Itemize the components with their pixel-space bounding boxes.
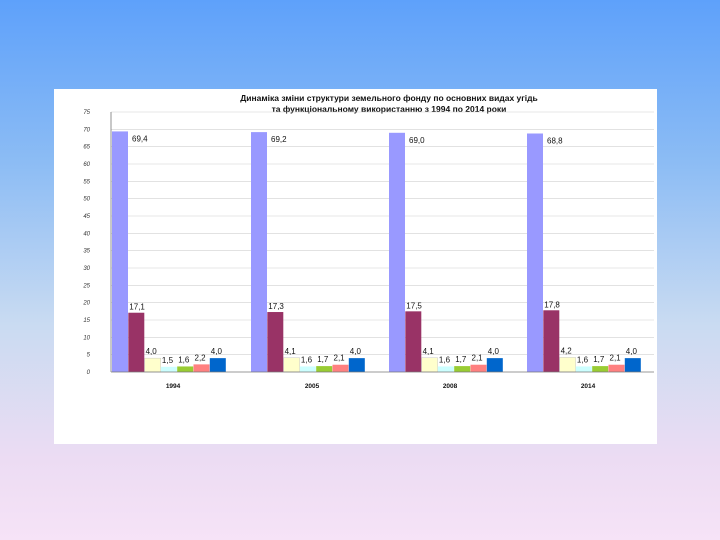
bar-series-4-1994	[160, 366, 177, 372]
chart-title-line-1: Динаміка зміни структури земельного фонд…	[240, 93, 538, 103]
data-label-series-7-2005: 4,0	[350, 347, 362, 356]
bars	[112, 131, 641, 373]
bar-series-7-2014	[624, 358, 641, 372]
y-tick-label: 45	[83, 214, 90, 220]
bar-series-2-2005	[267, 312, 284, 372]
bar-series-3-1994	[144, 357, 161, 373]
bar-chart: Динаміка зміни структури земельного фонд…	[82, 93, 654, 390]
y-tick-label: 15	[83, 318, 90, 324]
bar-series-2-2014	[543, 310, 560, 372]
chart-title-line-2: та функціональному використанню з 1994 п…	[272, 104, 507, 114]
bar-series-1-2014	[527, 133, 543, 372]
bar-series-1-1994	[112, 131, 128, 372]
y-tick-label: 40	[83, 231, 90, 237]
y-tick-label: 50	[83, 197, 90, 203]
bar-series-5-2005	[316, 366, 333, 372]
data-label-series-3-2005: 4,1	[285, 347, 297, 356]
x-category-label: 2005	[305, 383, 320, 390]
y-tick-label: 75	[83, 110, 90, 116]
x-category-label: 2008	[443, 383, 458, 390]
y-tick-label: 55	[83, 179, 90, 185]
data-label-series-5-2005: 1,7	[317, 355, 329, 364]
data-label-series-7-2008: 4,0	[488, 347, 500, 356]
data-label-series-4-2005: 1,6	[301, 355, 313, 364]
bar-series-7-2008	[486, 358, 503, 372]
data-label-series-2-2005: 17,3	[268, 302, 284, 311]
bar-series-4-2008	[437, 366, 454, 372]
bar-series-6-2005	[332, 364, 349, 372]
data-label-series-3-2014: 4,2	[561, 346, 573, 355]
bar-series-5-2008	[454, 366, 471, 372]
x-axis-labels: 1994 2005 2008 2014	[166, 383, 596, 390]
y-tick-label: 0	[87, 370, 91, 376]
y-tick-label: 10	[83, 335, 90, 341]
bar-series-7-2005	[348, 358, 365, 372]
y-tick-label: 65	[83, 145, 90, 151]
bar-series-5-1994	[177, 366, 194, 372]
x-category-label: 1994	[166, 383, 181, 390]
data-label-series-4-1994: 1,5	[162, 356, 174, 365]
chart-panel: Динаміка зміни структури земельного фонд…	[54, 89, 657, 444]
data-label-series-3-2008: 4,1	[423, 347, 435, 356]
y-tick-label: 70	[83, 127, 90, 133]
bar-series-4-2005	[299, 366, 316, 372]
bar-series-2-2008	[405, 311, 422, 372]
y-tick-label: 30	[83, 266, 90, 272]
y-axis-ticks: 0 5 10 15 20 25 30 35 40 45 50 55 60 65 70 75	[82, 110, 90, 376]
y-tick-label: 60	[83, 162, 90, 168]
bar-series-1-2005	[251, 132, 267, 372]
data-labels: 69,4 17,1 4,0 1,5 1,6 2,2 4,0 69,2 17,3 4,1 1,6 1,7…	[129, 134, 637, 364]
data-label-series-7-2014: 4,0	[626, 347, 638, 356]
data-label-series-2-2008: 17,5	[406, 301, 422, 310]
data-label-series-4-2008: 1,6	[439, 355, 451, 364]
data-label-series-6-2014: 2,1	[610, 354, 622, 363]
bar-series-5-2014	[592, 366, 609, 372]
bar-series-7-1994	[209, 358, 226, 372]
bar-series-6-1994	[193, 364, 210, 372]
data-label-series-2-2014: 17,8	[544, 300, 560, 309]
bar-series-2-1994	[128, 312, 145, 372]
y-tick-label: 20	[82, 301, 90, 307]
x-category-label: 2014	[581, 383, 596, 390]
data-label-series-1-2005: 69,2	[271, 135, 287, 144]
bar-series-4-2014	[575, 366, 592, 372]
data-label-series-6-1994: 2,2	[195, 353, 207, 362]
bar-series-3-2008	[421, 357, 438, 373]
bar-series-3-2005	[283, 357, 300, 373]
data-label-series-4-2014: 1,6	[577, 355, 589, 364]
data-label-series-1-2014: 68,8	[547, 136, 563, 145]
data-label-series-5-1994: 1,6	[178, 355, 190, 364]
data-label-series-6-2008: 2,1	[472, 354, 484, 363]
y-tick-label: 25	[82, 283, 90, 289]
bar-series-1-2008	[389, 132, 405, 372]
data-label-series-5-2014: 1,7	[593, 355, 605, 364]
data-label-series-7-1994: 4,0	[211, 347, 223, 356]
y-tick-label: 5	[87, 353, 91, 359]
y-tick-label: 35	[83, 249, 90, 255]
data-label-series-6-2005: 2,1	[334, 354, 346, 363]
data-label-series-1-2008: 69,0	[409, 136, 425, 145]
bar-series-6-2014	[608, 364, 625, 372]
gridlines	[111, 111, 654, 355]
data-label-series-1-1994: 69,4	[132, 134, 148, 143]
bar-series-3-2014	[559, 357, 576, 373]
data-label-series-2-1994: 17,1	[129, 303, 145, 312]
data-label-series-3-1994: 4,0	[146, 347, 158, 356]
data-label-series-5-2008: 1,7	[455, 355, 467, 364]
bar-series-6-2008	[470, 364, 487, 372]
